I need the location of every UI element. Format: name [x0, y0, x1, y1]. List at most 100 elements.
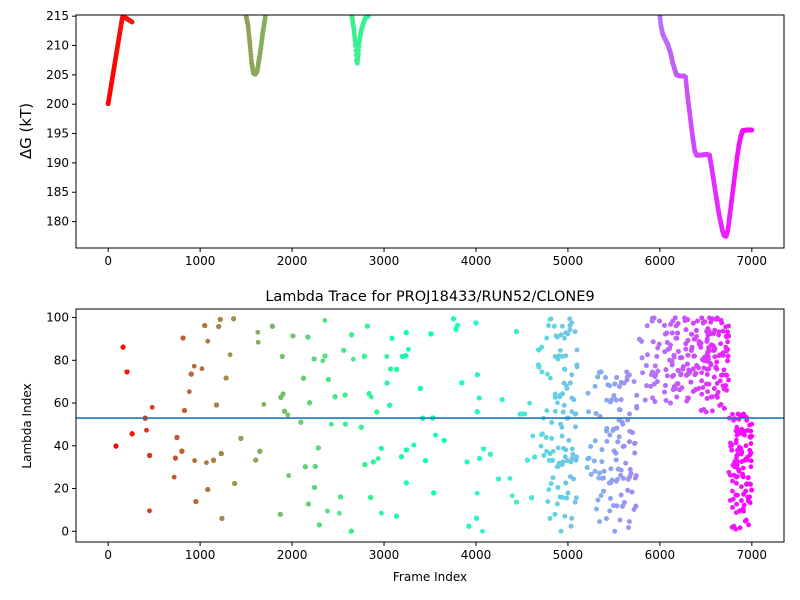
lambda-point [561, 380, 567, 386]
lambda-point [692, 353, 697, 359]
lambda-point [604, 516, 609, 521]
lambda-point [481, 446, 486, 452]
lambda-point [564, 495, 570, 501]
delta-g-y-ticks: 180 185 190 195 200 205 210 215 [46, 9, 76, 229]
lambda-point [721, 367, 727, 373]
lambda-point [684, 398, 690, 404]
lambda-point [712, 354, 718, 360]
lambda-point [525, 457, 530, 463]
lambda-point [734, 437, 739, 443]
lambda-point [699, 315, 705, 321]
lambda-point [690, 320, 696, 326]
lambda-point [312, 485, 317, 490]
lambda-point [700, 357, 705, 362]
lambda-point [720, 352, 726, 358]
lambda-point [743, 443, 749, 449]
lambda-point [650, 339, 656, 345]
lambda-y-tick-label: 80 [54, 353, 69, 367]
lambda-point [733, 526, 739, 532]
lambda-point [612, 381, 618, 387]
lambda-point [704, 396, 710, 401]
lambda-point [592, 383, 598, 389]
lambda-point [663, 383, 668, 388]
lambda-point [614, 476, 620, 482]
lambda-point [566, 438, 572, 443]
lambda-point [698, 340, 704, 346]
lambda-point [343, 421, 348, 427]
lambda-point [615, 466, 621, 472]
lambda-point [562, 454, 568, 460]
lambda-point [650, 395, 656, 401]
lambda-point [551, 323, 557, 329]
delta-g-point [740, 128, 746, 134]
lambda-x-tick-label: 3000 [369, 548, 400, 562]
lambda-point [618, 397, 624, 403]
lambda-point [384, 380, 390, 386]
lambda-point [559, 323, 565, 329]
lambda-point [711, 374, 717, 380]
lambda-point [180, 335, 186, 341]
delta-g-point [657, 15, 663, 19]
lambda-point [749, 421, 755, 427]
lambda-axes-frame [75, 308, 785, 543]
lambda-point [715, 389, 721, 395]
lambda-point [341, 348, 347, 353]
lambda-point [474, 490, 480, 496]
lambda-point [560, 409, 566, 415]
lambda-point [663, 398, 669, 403]
lambda-point [364, 323, 370, 329]
lambda-point [191, 363, 197, 369]
lambda-point [744, 417, 750, 423]
lambda-point [567, 327, 573, 332]
lambda-point [202, 323, 208, 328]
lambda-point [544, 448, 550, 454]
lambda-point [723, 383, 729, 388]
delta-g-x-tick-label: 1000 [185, 254, 216, 268]
lambda-point [649, 318, 655, 324]
lambda-point [617, 384, 622, 389]
lambda-point [718, 402, 724, 407]
lambda-point [616, 407, 622, 413]
lambda-point [338, 494, 343, 500]
lambda-point [741, 411, 746, 417]
lambda-x-ticks: 0 1000 2000 3000 4000 5000 6000 7000 [104, 542, 767, 562]
delta-g-y-tick-label: 205 [46, 68, 69, 82]
lambda-point [348, 528, 354, 534]
lambda-point [565, 490, 571, 496]
lambda-point [179, 448, 185, 454]
lambda-point [735, 447, 740, 453]
lambda-point [621, 475, 626, 481]
lambda-point [671, 352, 677, 358]
lambda-point [682, 318, 688, 324]
lambda-point [548, 316, 554, 322]
lambda-point [688, 379, 694, 385]
lambda-point [358, 424, 364, 430]
lambda-point [174, 435, 180, 440]
delta-g-x-tick-label: 7000 [737, 254, 768, 268]
lambda-point [522, 411, 528, 417]
lambda-point [640, 370, 646, 376]
delta-g-point [683, 74, 689, 80]
lambda-point [361, 353, 367, 359]
lambda-point [459, 380, 465, 386]
lambda-point [487, 451, 493, 457]
delta-g-point [351, 25, 357, 31]
lambda-point [192, 458, 198, 463]
lambda-point [552, 391, 558, 397]
delta-g-point [692, 148, 698, 154]
lambda-point [709, 408, 715, 414]
lambda-point [547, 375, 553, 381]
lambda-point [569, 446, 575, 452]
lambda-point [305, 501, 311, 507]
lambda-point [699, 391, 705, 397]
lambda-point [683, 346, 689, 352]
lambda-point [627, 519, 632, 524]
delta-g-point [727, 213, 733, 219]
lambda-point [627, 474, 633, 480]
lambda-point [285, 412, 291, 418]
lambda-point [567, 323, 573, 328]
lambda-point [736, 508, 742, 514]
lambda-y-axis-label: Lambda Index [20, 383, 34, 468]
lambda-point [741, 502, 747, 508]
delta-g-point [349, 15, 355, 19]
